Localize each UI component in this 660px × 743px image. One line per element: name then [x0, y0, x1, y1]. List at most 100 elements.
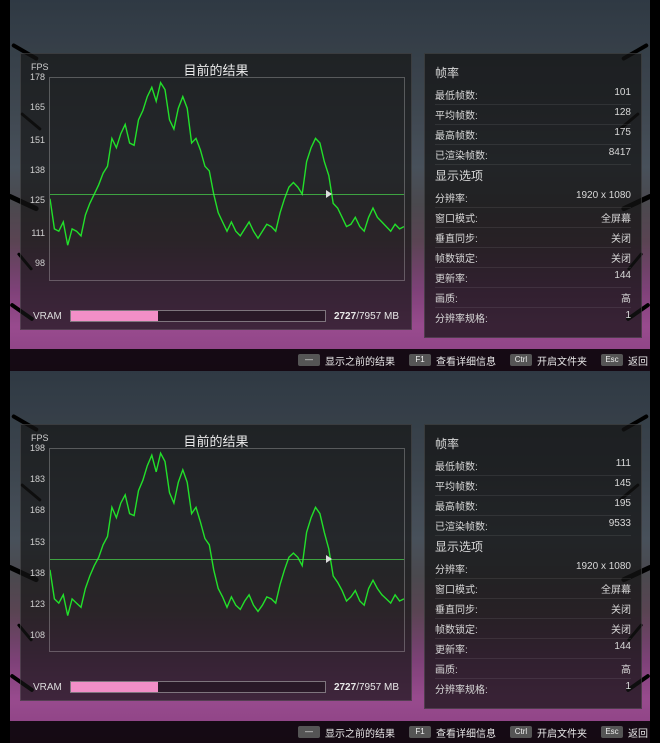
vram-row: VRAM2727/7957 MB: [33, 310, 399, 322]
stat-key: 平均帧数:: [435, 107, 478, 122]
stat-value: 144: [614, 270, 631, 285]
footer-button-label: 查看详细信息: [436, 725, 496, 740]
y-tick: 168: [23, 505, 45, 515]
stat-row: 窗口模式:全屏幕: [435, 208, 631, 228]
side-section-head: 显示选项: [435, 167, 631, 184]
footer-bar: — 显示之前的结果 F1 查看详细信息 Ctrl 开启文件夹 Esc 返回: [0, 721, 660, 743]
stat-row: 画质:高: [435, 288, 631, 308]
key-hint-icon: —: [298, 354, 320, 366]
vram-fill: [71, 682, 158, 692]
stat-key: 画质:: [435, 661, 458, 676]
stat-value: 195: [614, 498, 631, 513]
stat-key: 分辨率规格:: [435, 681, 488, 696]
side-section-head: 帧率: [435, 64, 631, 81]
stat-key: 分辨率:: [435, 561, 468, 576]
stat-key: 更新率:: [435, 270, 468, 285]
key-hint-icon: F1: [409, 354, 431, 366]
stat-key: 最高帧数:: [435, 127, 478, 142]
stat-key: 已渲染帧数:: [435, 518, 488, 533]
stat-key: 垂直同步:: [435, 230, 478, 245]
vram-bar: [70, 310, 326, 322]
key-hint-icon: F1: [409, 726, 431, 738]
footer-button[interactable]: F1 查看详细信息: [409, 725, 496, 740]
stat-value: 1: [625, 310, 631, 325]
stat-row: 已渲染帧数: 8417: [435, 145, 631, 165]
stat-value: 144: [614, 641, 631, 656]
stat-value: 关闭: [611, 230, 631, 245]
footer-button[interactable]: — 显示之前的结果: [298, 725, 395, 740]
stat-key: 平均帧数:: [435, 478, 478, 493]
key-hint-icon: Esc: [601, 726, 623, 738]
stat-row: 分辨率: 1920 x 1080: [435, 188, 631, 208]
stat-row: 平均帧数:128: [435, 105, 631, 125]
footer-button-label: 开启文件夹: [537, 725, 587, 740]
footer-button[interactable]: Ctrl 开启文件夹: [510, 725, 587, 740]
stats-side-card: 帧率最低帧数:101平均帧数:128 最高帧数: 175 已渲染帧数: 8417 显示选项…: [424, 53, 642, 338]
benchmark-panel: 目前的结果FPS198183168153138123108VRAM2727/79…: [0, 371, 660, 743]
vram-bar: [70, 681, 326, 693]
footer-button[interactable]: Ctrl 开启文件夹: [510, 353, 587, 368]
fps-axis-label: FPS: [31, 62, 49, 72]
stat-key: 分辨率:: [435, 190, 468, 205]
y-tick: 178: [23, 72, 45, 82]
y-tick: 138: [23, 568, 45, 578]
key-hint-icon: —: [298, 726, 320, 738]
stat-value: 关闭: [611, 601, 631, 616]
footer-button[interactable]: Esc 返回: [601, 725, 648, 740]
stat-key: 画质:: [435, 290, 458, 305]
stat-row: 平均帧数:145: [435, 476, 631, 496]
footer-button-label: 显示之前的结果: [325, 353, 395, 368]
footer-bar: — 显示之前的结果 F1查看详细信息 Ctrl 开启文件夹 Esc 返回: [0, 349, 660, 371]
footer-button-label: 返回: [628, 353, 648, 368]
side-section-head: 显示选项: [435, 538, 631, 555]
stat-key: 最高帧数:: [435, 498, 478, 513]
vram-label: VRAM: [33, 311, 62, 322]
vram-unit: MB: [384, 682, 399, 693]
vram-row: VRAM2727/7957 MB: [33, 681, 399, 693]
stat-row: 最低帧数:101: [435, 85, 631, 105]
stat-row: 分辨率规格:1: [435, 679, 631, 698]
stat-row: 更新率: 144: [435, 268, 631, 288]
y-tick: 165: [23, 102, 45, 112]
vram-text: 2727/7957 MB: [334, 682, 399, 693]
footer-button[interactable]: Esc 返回: [601, 353, 648, 368]
stat-key: 已渲染帧数:: [435, 147, 488, 162]
y-tick: 151: [23, 135, 45, 145]
key-hint-icon: Ctrl: [510, 726, 532, 738]
stat-value: 关闭: [611, 621, 631, 636]
stat-row: 帧数锁定: 关闭: [435, 619, 631, 639]
stat-row: 帧数锁定:关闭: [435, 248, 631, 268]
side-section-head: 帧率: [435, 435, 631, 452]
stat-value: 全屏幕: [601, 210, 631, 225]
y-tick: 123: [23, 599, 45, 609]
chart-cursor-icon: [326, 190, 332, 198]
chart-plot-area: [49, 77, 405, 281]
stat-value: 8417: [609, 147, 631, 162]
vram-fill: [71, 311, 158, 321]
footer-button[interactable]: F1查看详细信息: [409, 353, 496, 368]
stat-value: 1920 x 1080: [576, 190, 631, 205]
footer-button-label: 显示之前的结果: [325, 725, 395, 740]
stat-row: 垂直同步: 关闭: [435, 228, 631, 248]
chart-cursor-icon: [326, 555, 332, 563]
footer-button-label: 开启文件夹: [537, 353, 587, 368]
footer-button[interactable]: — 显示之前的结果: [298, 353, 395, 368]
fps-chart-card: 目前的结果FPS198183168153138123108VRAM2727/79…: [20, 424, 412, 701]
benchmark-panel: 目前的结果FPS17816515113812511198VRAM2727/795…: [0, 0, 660, 371]
y-tick: 198: [23, 443, 45, 453]
stat-key: 帧数锁定:: [435, 621, 478, 636]
y-tick: 108: [23, 630, 45, 640]
stats-side-card: 帧率最低帧数:111平均帧数:145最高帧数:195已渲染帧数:9533显示选项…: [424, 424, 642, 709]
avg-fps-line: [50, 559, 404, 560]
stat-key: 最低帧数:: [435, 458, 478, 473]
footer-button-label: 返回: [628, 725, 648, 740]
stat-row: 最高帧数: 175: [435, 125, 631, 145]
key-hint-icon: Ctrl: [510, 354, 532, 366]
vram-used: 2727: [334, 311, 356, 322]
stat-row: 分辨率规格:1: [435, 308, 631, 327]
fps-chart-card: 目前的结果FPS17816515113812511198VRAM2727/795…: [20, 53, 412, 330]
chart-plot-area: [49, 448, 405, 652]
key-hint-icon: Esc: [601, 354, 623, 366]
stat-value: 175: [614, 127, 631, 142]
stat-value: 111: [616, 458, 631, 473]
